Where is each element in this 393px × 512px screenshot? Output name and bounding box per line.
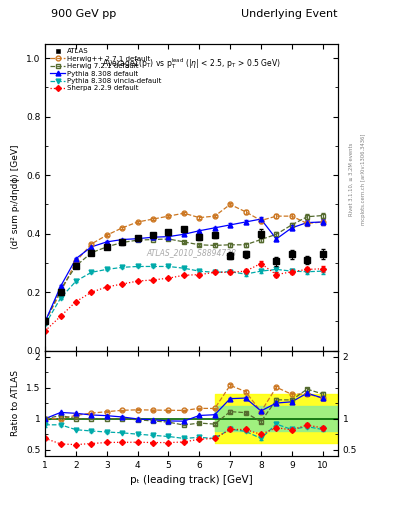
Text: 900 GeV pp: 900 GeV pp bbox=[51, 9, 116, 19]
Text: Average$\Sigma$(p$_\mathrm{T}$) vs p$_\mathrm{T}^\mathrm{lead}$ (|$\eta$| < 2.5,: Average$\Sigma$(p$_\mathrm{T}$) vs p$_\m… bbox=[102, 56, 281, 71]
Text: ATLAS_2010_S8894728: ATLAS_2010_S8894728 bbox=[147, 248, 237, 257]
Legend: ATLAS, Herwig++ 2.7.1 default, Herwig 7.2.1 default, Pythia 8.308 default, Pythi: ATLAS, Herwig++ 2.7.1 default, Herwig 7.… bbox=[47, 46, 165, 94]
Y-axis label: ⟨d² sum pₜ/dηdϕ⟩ [GeV]: ⟨d² sum pₜ/dηdϕ⟩ [GeV] bbox=[11, 145, 20, 249]
Text: Rivet 3.1.10, ≥ 3.2M events: Rivet 3.1.10, ≥ 3.2M events bbox=[349, 142, 354, 216]
Text: mcplots.cern.ch [arXiv:1306.3436]: mcplots.cern.ch [arXiv:1306.3436] bbox=[361, 134, 366, 225]
Y-axis label: Ratio to ATLAS: Ratio to ATLAS bbox=[11, 370, 20, 436]
X-axis label: pₜ (leading track) [GeV]: pₜ (leading track) [GeV] bbox=[130, 475, 253, 485]
Text: Underlying Event: Underlying Event bbox=[241, 9, 338, 19]
